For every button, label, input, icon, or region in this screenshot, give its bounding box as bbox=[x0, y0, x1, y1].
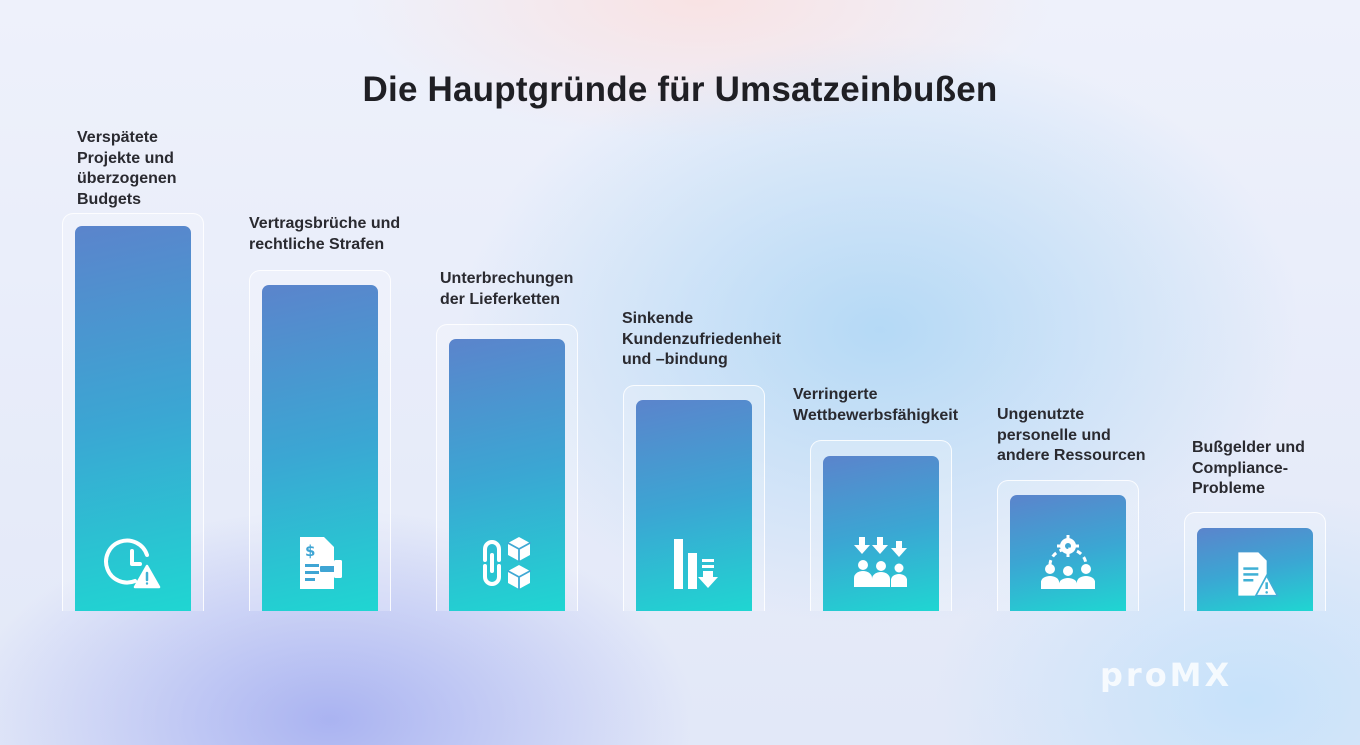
bar-label: Verspätete Projekte und überzogenen Budg… bbox=[77, 129, 177, 208]
bar bbox=[636, 400, 752, 611]
bar bbox=[75, 226, 191, 611]
svg-text:proMX: proMX bbox=[1100, 656, 1232, 692]
contract-gavel-icon: $ bbox=[290, 533, 350, 593]
page-title: Die Hauptgründe für Umsatzeinbußen bbox=[362, 70, 998, 109]
bar-label: Vertragsbrüche und rechtliche Strafen bbox=[249, 215, 401, 253]
bar-frame bbox=[810, 440, 952, 611]
bar bbox=[1010, 495, 1126, 611]
bar-frame bbox=[997, 480, 1139, 611]
bar-label: Sinkende Kundenzufriedenheit und –bindun… bbox=[622, 310, 782, 368]
bar-label: Verringerte Wettbewerbsfähigkeit bbox=[793, 386, 959, 424]
bar-label: Bußgelder und Compliance- Probleme bbox=[1192, 439, 1305, 497]
declining-bars-icon bbox=[664, 533, 724, 593]
bar-frame bbox=[623, 385, 765, 611]
bar: $ bbox=[262, 285, 378, 611]
promx-logo: proMX bbox=[1100, 648, 1300, 694]
bar-frame bbox=[62, 213, 204, 611]
svg-text:$: $ bbox=[305, 542, 315, 560]
bar-label: Unterbrechungen der Lieferketten bbox=[440, 270, 574, 308]
clock-warning-icon bbox=[103, 533, 163, 593]
bar bbox=[1197, 528, 1313, 611]
bar-frame bbox=[1184, 512, 1326, 611]
bar-frame: $ bbox=[249, 270, 391, 611]
bar-frame bbox=[436, 324, 578, 611]
bar bbox=[823, 456, 939, 611]
broken-chain-icon bbox=[477, 533, 537, 593]
document-warning-icon bbox=[1230, 549, 1280, 599]
team-arrows-down-icon bbox=[851, 533, 911, 593]
bar-label: Ungenutzte personelle und andere Ressour… bbox=[997, 406, 1146, 464]
bar bbox=[449, 339, 565, 611]
team-gear-icon bbox=[1038, 533, 1098, 593]
